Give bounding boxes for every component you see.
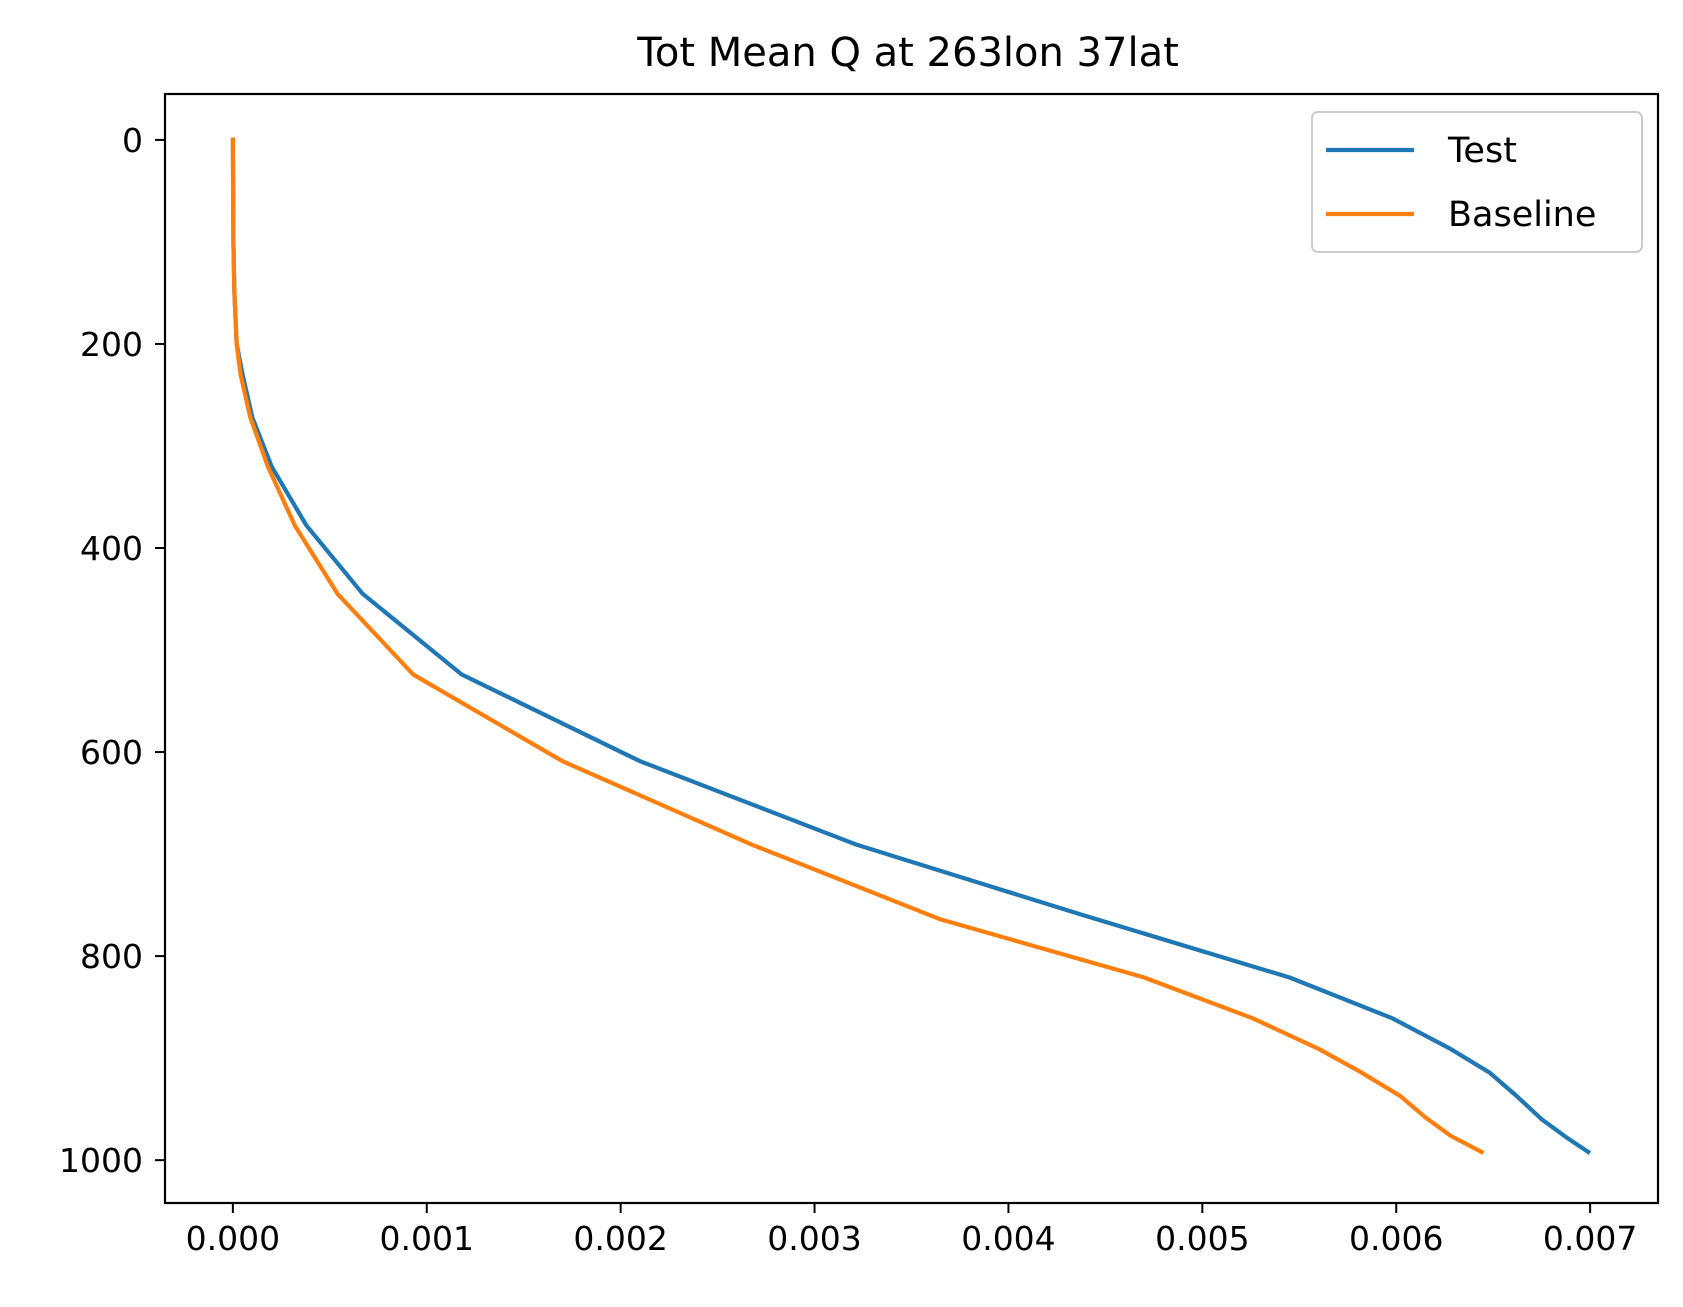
x-tick-label: 0.004 [961,1219,1055,1258]
y-tick-label: 600 [80,733,143,772]
chart-title: Tot Mean Q at 263lon 37lat [636,30,1179,76]
x-tick-label: 0.002 [573,1219,667,1258]
legend[interactable]: Test Baseline [1311,111,1643,253]
x-tick-label: 0.000 [186,1219,280,1258]
x-tick-label: 0.005 [1155,1219,1249,1258]
series-layer [230,137,1592,1155]
x-tick-label: 0.001 [380,1219,474,1258]
legend-label-test: Test [1447,131,1517,171]
x-axis: 0.000 0.001 0.002 0.003 0.004 0.005 0.006 0.007 [186,1203,1637,1258]
y-tick-label: 0 [122,121,143,160]
x-tick-label: 0.007 [1543,1219,1637,1258]
y-tick-label: 200 [80,325,143,364]
legend-box [1311,111,1643,253]
plot-frame [163,92,1660,1205]
legend-label-baseline: Baseline [1448,195,1596,235]
y-axis: 0 200 400 600 800 1000 [59,121,165,1180]
y-tick-label: 800 [80,937,143,976]
x-tick-label: 0.006 [1349,1219,1443,1258]
series-line-baseline [230,137,1485,1155]
x-tick-label: 0.003 [767,1219,861,1258]
y-tick-label: 1000 [59,1141,143,1180]
y-tick-label: 400 [80,529,143,568]
